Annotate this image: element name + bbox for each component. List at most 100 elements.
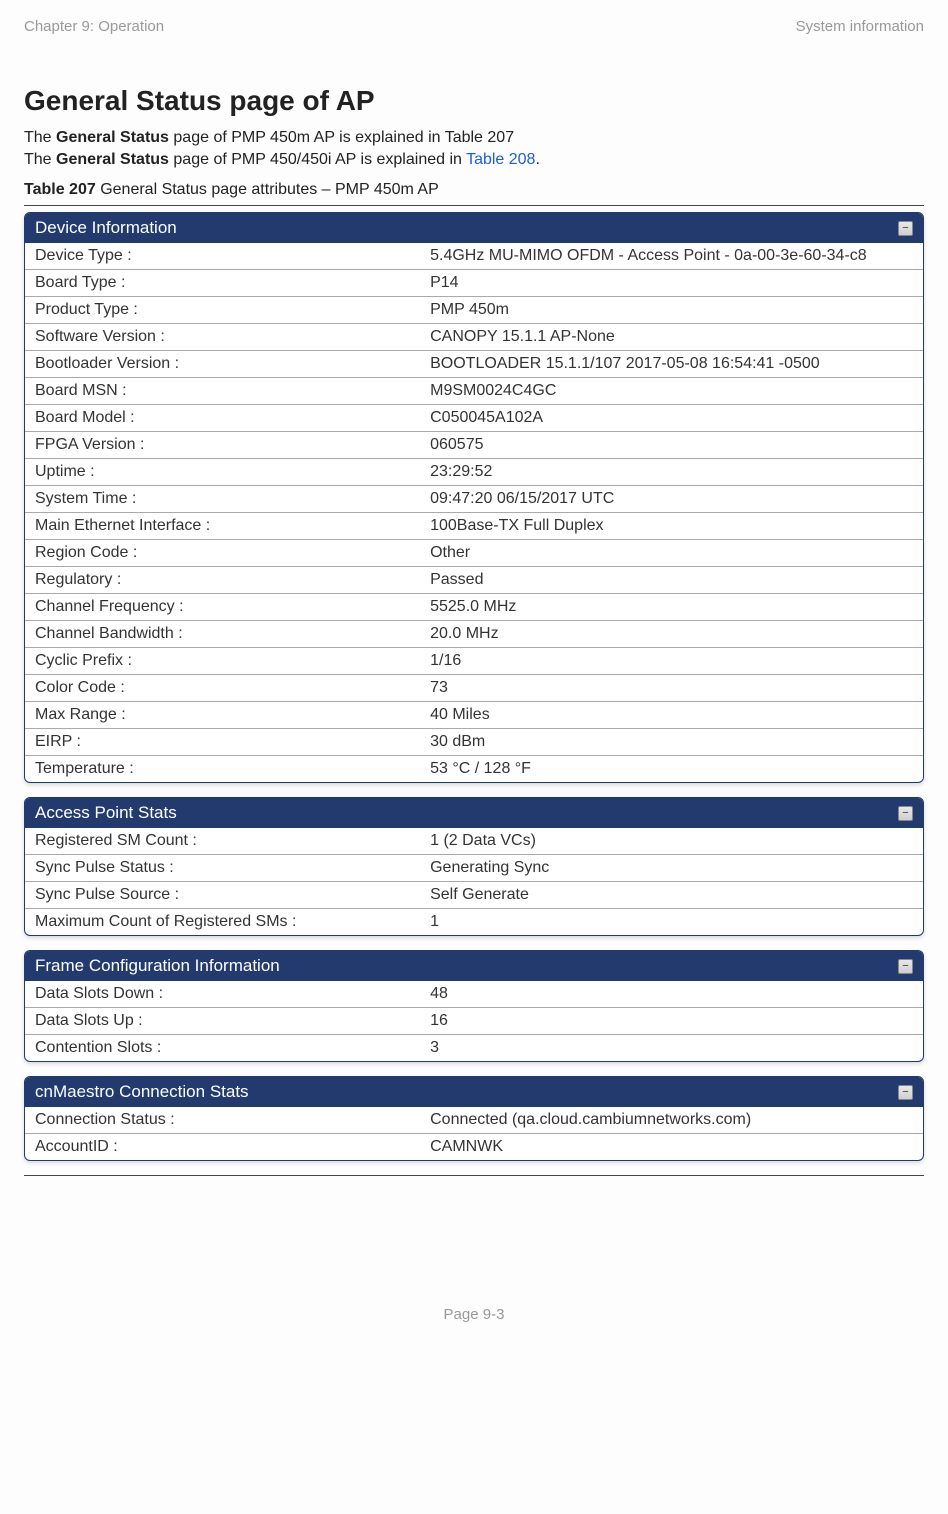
panel-title-cnmaestro: cnMaestro Connection Stats	[35, 1082, 249, 1102]
row-value: Connected (qa.cloud.cambiumnetworks.com)	[420, 1107, 923, 1133]
row-value: C050045A102A	[420, 405, 923, 431]
panel-title-frameconf: Frame Configuration Information	[35, 956, 280, 976]
row-value: Generating Sync	[420, 855, 923, 881]
row-value: 16	[420, 1008, 923, 1034]
row-devinfo-9: System Time :09:47:20 06/15/2017 UTC	[25, 486, 923, 513]
row-apstats-2: Sync Pulse Source :Self Generate	[25, 882, 923, 909]
panel-devinfo: Device Information−Device Type :5.4GHz M…	[24, 212, 924, 783]
row-label: Channel Bandwidth :	[25, 621, 420, 647]
intro2-mid: page of PMP 450/450i AP is explained in	[169, 151, 466, 168]
row-apstats-3: Maximum Count of Registered SMs :1	[25, 909, 923, 935]
row-devinfo-14: Channel Bandwidth :20.0 MHz	[25, 621, 923, 648]
page-footer: Page 9-3	[24, 1306, 924, 1323]
row-cnmaestro-0: Connection Status :Connected (qa.cloud.c…	[25, 1107, 923, 1134]
row-label: Temperature :	[25, 756, 420, 782]
row-devinfo-16: Color Code :73	[25, 675, 923, 702]
collapse-icon[interactable]: −	[898, 959, 913, 974]
row-label: Registered SM Count :	[25, 828, 420, 854]
row-label: Product Type :	[25, 297, 420, 323]
row-label: Board Model :	[25, 405, 420, 431]
row-value: 3	[420, 1035, 923, 1061]
row-value: 40 Miles	[420, 702, 923, 728]
intro2-end: .	[535, 151, 539, 168]
row-value: 1 (2 Data VCs)	[420, 828, 923, 854]
row-label: Uptime :	[25, 459, 420, 485]
row-value: 1	[420, 909, 923, 935]
row-label: Device Type :	[25, 243, 420, 269]
row-value: 060575	[420, 432, 923, 458]
row-label: Region Code :	[25, 540, 420, 566]
row-value: P14	[420, 270, 923, 296]
row-label: System Time :	[25, 486, 420, 512]
row-devinfo-17: Max Range :40 Miles	[25, 702, 923, 729]
collapse-icon[interactable]: −	[898, 221, 913, 236]
panel-body-apstats: Registered SM Count :1 (2 Data VCs)Sync …	[25, 828, 923, 935]
row-devinfo-13: Channel Frequency :5525.0 MHz	[25, 594, 923, 621]
row-value: 48	[420, 981, 923, 1007]
row-value: M9SM0024C4GC	[420, 378, 923, 404]
row-value: 100Base-TX Full Duplex	[420, 513, 923, 539]
row-devinfo-3: Software Version :CANOPY 15.1.1 AP-None	[25, 324, 923, 351]
row-value: 5525.0 MHz	[420, 594, 923, 620]
row-label: Channel Frequency :	[25, 594, 420, 620]
row-label: Sync Pulse Status :	[25, 855, 420, 881]
intro2-link[interactable]: Table 208	[466, 151, 535, 168]
page-header: Chapter 9: Operation System information	[24, 18, 924, 35]
row-frameconf-0: Data Slots Down :48	[25, 981, 923, 1008]
row-value: 30 dBm	[420, 729, 923, 755]
row-devinfo-11: Region Code :Other	[25, 540, 923, 567]
panel-apstats: Access Point Stats − Registered SM Count :…	[24, 797, 924, 936]
row-label: Board MSN :	[25, 378, 420, 404]
row-label: Main Ethernet Interface :	[25, 513, 420, 539]
tablecap-rest: General Status page attributes – PMP 450…	[96, 181, 439, 198]
row-label: FPGA Version :	[25, 432, 420, 458]
panel-frameconf: Frame Configuration Information − Data Slo…	[24, 950, 924, 1062]
intro-line-1: The General Status page of PMP 450m AP i…	[24, 129, 924, 147]
panel-body-cnmaestro: Connection Status :Connected (qa.cloud.c…	[25, 1107, 923, 1160]
panel-header-cnmaestro: cnMaestro Connection Stats −	[25, 1077, 923, 1107]
row-label: Color Code :	[25, 675, 420, 701]
row-label: Contention Slots :	[25, 1035, 420, 1061]
row-devinfo-5: Board MSN :M9SM0024C4GC	[25, 378, 923, 405]
panel-body-frameconf: Data Slots Down :48Data Slots Up :16Cont…	[25, 981, 923, 1061]
row-label: Data Slots Up :	[25, 1008, 420, 1034]
row-label: Sync Pulse Source :	[25, 882, 420, 908]
row-value: CAMNWK	[420, 1134, 923, 1160]
panel-header-frameconf: Frame Configuration Information −	[25, 951, 923, 981]
row-apstats-1: Sync Pulse Status :Generating Sync	[25, 855, 923, 882]
row-value: PMP 450m	[420, 297, 923, 323]
table-top-rule	[24, 205, 924, 206]
row-devinfo-12: Regulatory :Passed	[25, 567, 923, 594]
row-devinfo-1: Board Type :P14	[25, 270, 923, 297]
row-value: 1/16	[420, 648, 923, 674]
panel-title-apstats: Access Point Stats	[35, 803, 177, 823]
row-value: Self Generate	[420, 882, 923, 908]
panel-cnmaestro: cnMaestro Connection Stats − Connection St…	[24, 1076, 924, 1161]
collapse-icon[interactable]: −	[898, 1085, 913, 1100]
row-devinfo-19: Temperature :53 °C / 128 °F	[25, 756, 923, 782]
row-cnmaestro-1: AccountID :CAMNWK	[25, 1134, 923, 1160]
row-frameconf-2: Contention Slots :3	[25, 1035, 923, 1061]
intro1-suffix: page of PMP 450m AP is explained in Tabl…	[169, 129, 514, 146]
row-label: Connection Status :	[25, 1107, 420, 1133]
row-apstats-0: Registered SM Count :1 (2 Data VCs)	[25, 828, 923, 855]
row-frameconf-1: Data Slots Up :16	[25, 1008, 923, 1035]
page-title: General Status page of AP	[24, 85, 924, 117]
intro2-prefix: The	[24, 151, 56, 168]
row-label: EIRP :	[25, 729, 420, 755]
row-label: Software Version :	[25, 324, 420, 350]
row-devinfo-8: Uptime :23:29:52	[25, 459, 923, 486]
intro1-bold: General Status	[56, 129, 169, 146]
collapse-icon[interactable]: −	[898, 806, 913, 821]
row-devinfo-0: Device Type :5.4GHz MU-MIMO OFDM - Acces…	[25, 243, 923, 270]
row-label: Regulatory :	[25, 567, 420, 593]
table-caption: Table 207 General Status page attributes…	[24, 181, 924, 199]
intro2-bold: General Status	[56, 151, 169, 168]
row-label: AccountID :	[25, 1134, 420, 1160]
row-value: 23:29:52	[420, 459, 923, 485]
header-right: System information	[796, 18, 924, 35]
row-label: Max Range :	[25, 702, 420, 728]
panel-header-apstats: Access Point Stats −	[25, 798, 923, 828]
intro-line-2: The General Status page of PMP 450/450i …	[24, 151, 924, 169]
row-devinfo-6: Board Model :C050045A102A	[25, 405, 923, 432]
